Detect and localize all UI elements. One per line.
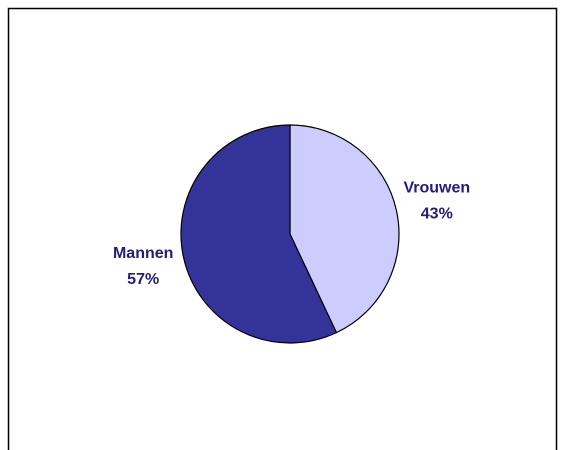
pie-slice bbox=[180, 124, 338, 344]
slice-value-label: 57% bbox=[127, 271, 159, 288]
pie-slice bbox=[289, 124, 400, 334]
slice-label: Vrouwen bbox=[403, 179, 470, 196]
slice-label: Mannen bbox=[113, 245, 173, 262]
slice-value-label: 43% bbox=[421, 205, 453, 222]
